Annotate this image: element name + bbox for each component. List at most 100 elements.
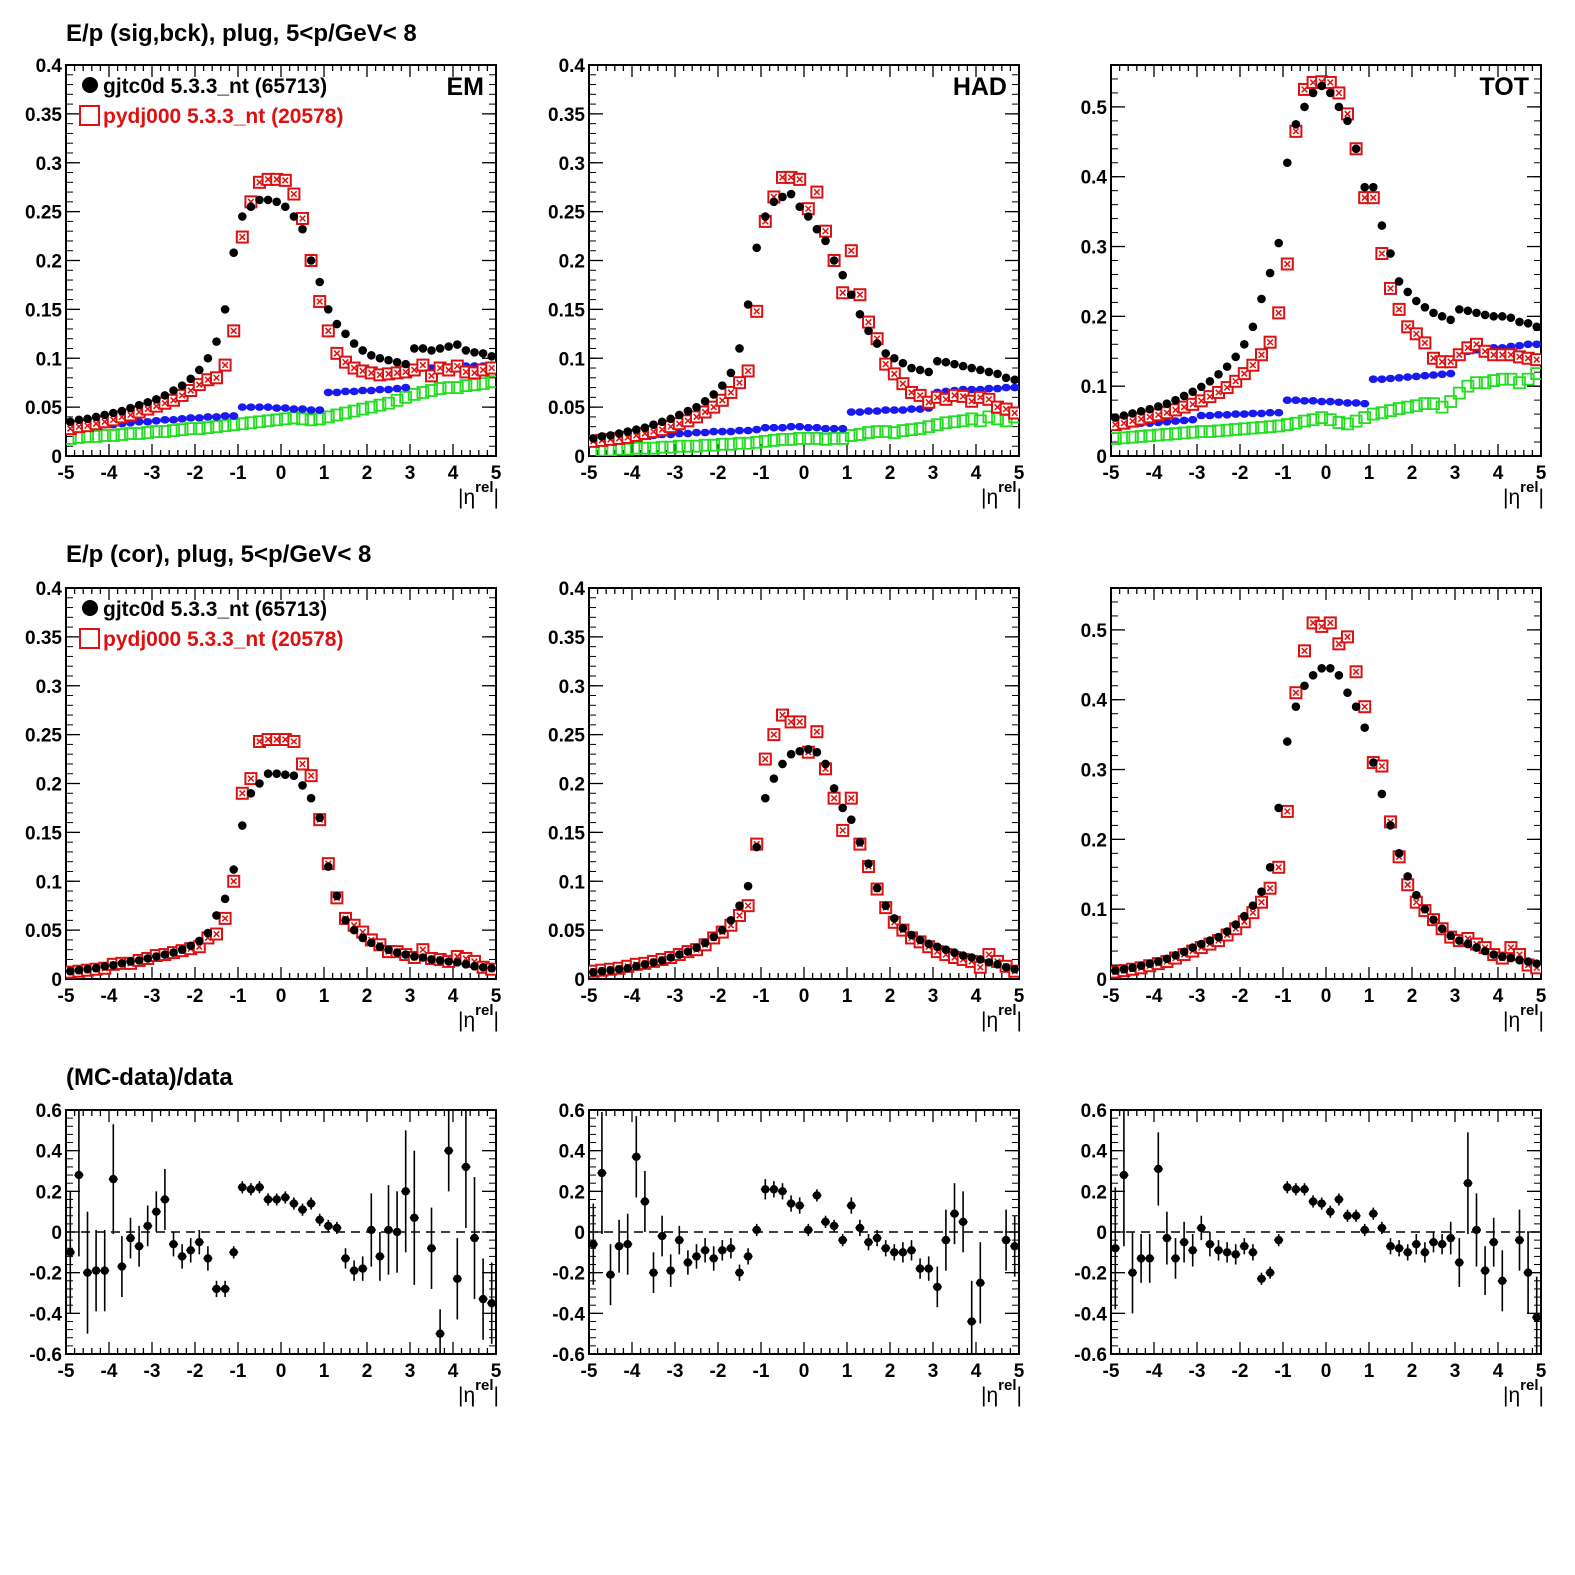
legend-marker-data (82, 77, 98, 93)
background-marker (1315, 411, 1329, 424)
panel-1-0: -5 -4 -3 -2 -1 0 1 2 3 4 5 0 0.05 0.1 0.15 0.2 0.25 0.3 0.… (25, 579, 502, 1032)
data-marker (1377, 789, 1387, 799)
data-marker (1154, 402, 1163, 411)
background-marker (1444, 395, 1458, 408)
data-marker (1119, 964, 1129, 974)
y-tick-label: 0 (1096, 970, 1107, 991)
data-marker (160, 391, 170, 400)
y-tick-label: 0.1 (1081, 900, 1108, 921)
data-marker (812, 747, 822, 757)
mc-marker (1392, 302, 1406, 316)
plot-frame (588, 587, 1020, 980)
panel-corner-label: EM (447, 73, 485, 101)
data-marker (640, 423, 650, 432)
data-marker (1240, 339, 1249, 349)
x-tick-label: -2 (710, 463, 727, 484)
x-tick-label: -2 (1232, 1361, 1249, 1382)
y-tick-label: 0.35 (548, 628, 585, 649)
background-marker (956, 414, 970, 428)
background-marker (1203, 425, 1217, 438)
ratio-point (255, 1181, 264, 1194)
ratio-point (1291, 1183, 1301, 1196)
x-tick-label: 5 (491, 986, 502, 1007)
mc-marker (827, 791, 841, 805)
data-marker (453, 340, 462, 349)
data-marker (298, 224, 307, 234)
background-marker (261, 414, 275, 428)
data-marker (1111, 413, 1120, 422)
x-tick-label: -4 (101, 986, 118, 1007)
signal-marker (829, 424, 839, 433)
mc-marker (1504, 941, 1518, 955)
y-tick-label: 0.2 (559, 1182, 585, 1203)
background-marker (1384, 404, 1397, 418)
signal-marker (1325, 397, 1335, 406)
data-marker (976, 365, 985, 375)
ratio-point (108, 1124, 118, 1235)
data-marker (606, 431, 615, 440)
data-marker (657, 417, 667, 427)
ratio-point (924, 1256, 934, 1281)
data-marker (392, 948, 402, 957)
data-marker (1154, 957, 1163, 966)
ratio-point (1317, 1197, 1327, 1210)
x-tick-label: 5 (1536, 463, 1547, 484)
background-marker (1126, 430, 1139, 444)
x-tick-label: -2 (710, 1361, 727, 1382)
mc-marker (1298, 82, 1311, 96)
ratio-point (1274, 1234, 1284, 1247)
mc-marker (296, 757, 309, 771)
ratio-point (384, 1185, 393, 1275)
ratio-point (1515, 1209, 1524, 1271)
mc-marker (1358, 700, 1372, 714)
data-marker (401, 359, 411, 369)
mc-marker (836, 286, 850, 300)
background-marker (1323, 413, 1337, 427)
y-tick-label: 0.6 (36, 1101, 62, 1122)
data-marker (1145, 959, 1154, 968)
data-marker (838, 803, 847, 813)
background-marker (373, 398, 387, 412)
y-tick-label: 0.35 (548, 105, 585, 126)
data-marker (761, 212, 770, 221)
y-tick-label: 0.15 (25, 300, 62, 321)
ratio-point (855, 1219, 865, 1237)
background-marker (330, 408, 344, 422)
x-tick-label: 0 (1321, 986, 1332, 1007)
data-marker (117, 959, 127, 968)
ratio-point (1188, 1234, 1198, 1267)
mc-marker (1280, 804, 1294, 818)
mc-marker (724, 385, 738, 399)
ratio-point (332, 1221, 342, 1235)
data-marker (1394, 277, 1404, 286)
data-marker (606, 965, 615, 975)
mc-marker (210, 927, 223, 941)
data-marker (152, 395, 161, 404)
data-marker (1283, 158, 1292, 168)
data-marker (1001, 962, 1011, 972)
background-marker (192, 422, 206, 436)
data-marker (1429, 915, 1438, 924)
background-marker (1229, 423, 1243, 436)
data-marker (177, 945, 187, 954)
x-tick-label: 3 (1450, 986, 1461, 1007)
ratio-point (958, 1191, 968, 1253)
ratio-point (1411, 1234, 1421, 1255)
signal-marker (1394, 374, 1404, 382)
background-marker (158, 425, 172, 438)
ratio-point (0, 1313, 4, 1362)
signal-marker (366, 386, 376, 395)
y-tick-label: 0.4 (36, 579, 63, 600)
data-marker (881, 901, 890, 910)
data-marker (246, 202, 256, 212)
signal-marker (1351, 399, 1361, 407)
background-marker (235, 417, 249, 431)
data-marker (91, 412, 101, 422)
mc-marker (1263, 881, 1277, 895)
data-marker (1334, 102, 1344, 112)
mc-marker (1375, 759, 1389, 773)
background-marker (905, 423, 918, 437)
x-tick-label: -1 (753, 1361, 770, 1382)
ratio-point (709, 1246, 719, 1271)
x-axis-label: |ηrel| (1503, 1002, 1544, 1032)
